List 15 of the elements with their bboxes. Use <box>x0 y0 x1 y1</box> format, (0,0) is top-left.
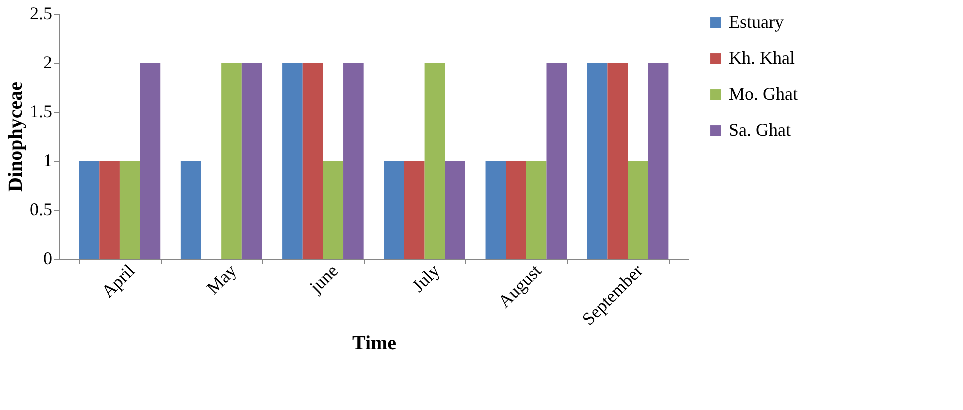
y-axis-title: Dinophyceae <box>5 82 27 192</box>
legend-label: Estuary <box>729 12 784 32</box>
legend-label: Mo. Ghat <box>729 84 798 104</box>
legend-label: Kh. Khal <box>729 48 795 68</box>
y-tick-label: 0 <box>44 248 52 268</box>
y-tick-label: 0.5 <box>30 200 52 220</box>
x-axis-title: Time <box>352 332 397 354</box>
y-tick-label: 1.5 <box>30 102 52 122</box>
x-tick-label: May <box>202 260 240 298</box>
x-tick-label: june <box>305 260 342 298</box>
y-tick-label: 2 <box>44 52 52 72</box>
legend-label: Sa. Ghat <box>729 120 791 140</box>
y-tick-label: 1 <box>44 150 52 170</box>
y-tick-label: 2.5 <box>30 4 52 24</box>
x-tick-label: July <box>408 260 444 296</box>
